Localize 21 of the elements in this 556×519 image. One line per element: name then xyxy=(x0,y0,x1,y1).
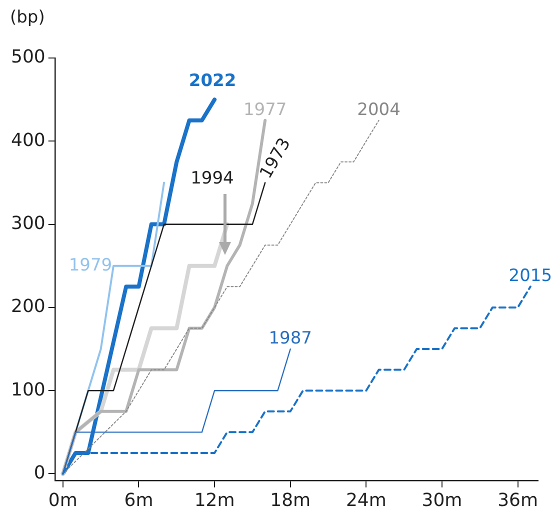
x-tick-label: 24m xyxy=(346,490,386,511)
series-label: 1987 xyxy=(268,328,312,348)
y-tick-label: 200 xyxy=(10,296,46,318)
series-label: 2015 xyxy=(508,266,552,286)
x-tick-label: 0m xyxy=(48,490,78,511)
x-tick-label: 18m xyxy=(270,490,311,511)
y-axis-title: (bp) xyxy=(10,7,45,28)
series-label: 1977 xyxy=(243,100,287,120)
x-tick-label: 6m xyxy=(124,490,154,511)
y-tick-label: 0 xyxy=(34,462,46,484)
series-label: 2022 xyxy=(188,70,236,91)
y-tick-label: 300 xyxy=(10,212,46,234)
x-tick-label: 12m xyxy=(194,490,235,511)
series-label: 2004 xyxy=(357,100,400,120)
y-tick-label: 100 xyxy=(10,379,46,400)
x-tick-label: 30m xyxy=(422,490,462,511)
y-tick-label: 500 xyxy=(10,46,46,68)
y-tick-label: 400 xyxy=(10,130,46,151)
x-tick-label: 36m xyxy=(498,490,538,511)
series-label: 1979 xyxy=(68,255,112,276)
text: 1994 xyxy=(190,168,234,189)
